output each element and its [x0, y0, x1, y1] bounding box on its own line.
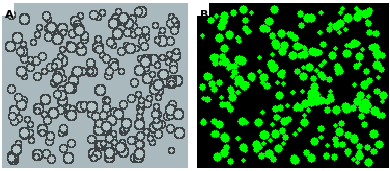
Text: B: B: [200, 10, 208, 20]
Text: A: A: [4, 10, 13, 20]
